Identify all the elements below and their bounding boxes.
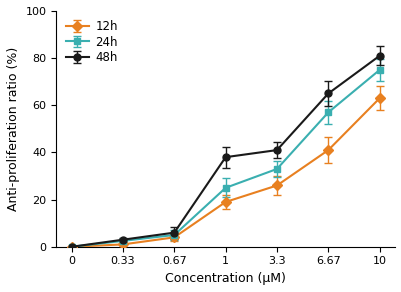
Y-axis label: Anti-proliferation ratio (%): Anti-proliferation ratio (%) [7, 47, 20, 211]
Legend: 12h, 24h, 48h: 12h, 24h, 48h [62, 17, 121, 68]
X-axis label: Concentration (μM): Concentration (μM) [165, 272, 286, 285]
